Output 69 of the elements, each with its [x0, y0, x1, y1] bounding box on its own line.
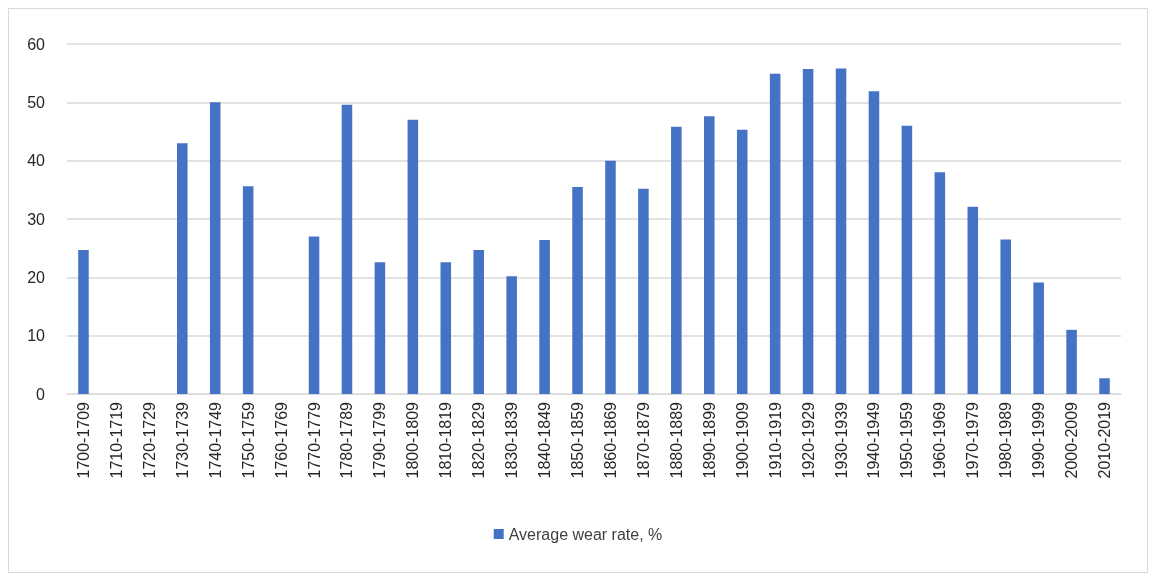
x-tick-label: 1740-1749	[206, 401, 224, 479]
bar	[1000, 239, 1011, 394]
bar	[671, 126, 682, 394]
bar	[769, 73, 781, 394]
legend-label: Average wear rate, %	[508, 525, 663, 543]
bar	[835, 68, 847, 394]
bar	[473, 249, 484, 394]
bar	[539, 240, 550, 394]
bar	[177, 143, 188, 394]
x-tick-label: 1700-1709	[74, 401, 92, 479]
x-tick-label: 1820-1829	[470, 401, 488, 479]
x-tick-label: 1850-1859	[569, 401, 587, 479]
bar	[242, 186, 254, 394]
x-tick-label: 1800-1809	[404, 401, 422, 479]
x-tick-label: 1950-1959	[898, 401, 916, 479]
bar	[736, 129, 748, 394]
x-tick-label: 2000-2009	[1063, 401, 1081, 479]
bar	[440, 262, 452, 394]
y-tick-label: 50	[27, 93, 46, 111]
x-tick-label: 1730-1739	[173, 401, 191, 479]
x-tick-label: 1760-1769	[272, 401, 290, 479]
y-tick-label: 10	[27, 327, 46, 345]
x-tick-label: 1860-1869	[601, 401, 619, 479]
bar	[209, 102, 221, 394]
x-tick-label: 1910-1919	[766, 401, 784, 479]
x-tick-label: 1840-1849	[536, 401, 554, 479]
bar	[374, 262, 386, 394]
bar	[1033, 282, 1044, 394]
y-tick-label: 40	[27, 152, 46, 170]
bar	[638, 188, 649, 394]
x-tick-label: 1720-1729	[140, 401, 158, 479]
y-tick-label: 30	[27, 210, 46, 228]
x-tick-label: 1920-1929	[799, 401, 817, 479]
x-tick-label: 1880-1889	[667, 401, 685, 479]
x-tick-label: 1940-1949	[865, 401, 883, 479]
x-tick-label: 1930-1939	[832, 401, 850, 479]
x-tick-label: 1710-1719	[107, 401, 125, 479]
x-tick-label: 1960-1969	[931, 401, 949, 479]
y-tick-label: 60	[27, 35, 46, 53]
bar	[605, 160, 616, 394]
bar	[1099, 378, 1110, 394]
bar	[506, 276, 517, 394]
bar	[78, 249, 89, 394]
x-tick-label: 2010-2019	[1096, 401, 1114, 479]
x-tick-label: 1970-1979	[964, 401, 982, 479]
bar	[967, 206, 979, 394]
bar	[341, 104, 353, 394]
bar	[704, 116, 715, 394]
bar	[868, 91, 880, 394]
y-tick-label: 20	[27, 268, 46, 286]
x-tick-label: 1790-1799	[371, 401, 389, 479]
x-tick-label: 1770-1779	[305, 401, 323, 479]
x-tick-label: 1900-1909	[733, 401, 751, 479]
x-tick-label: 1750-1759	[239, 401, 257, 479]
bar	[802, 69, 814, 394]
x-tick-label: 1810-1819	[437, 401, 455, 479]
x-tick-label: 1990-1999	[1030, 401, 1048, 479]
bar	[572, 186, 583, 394]
x-tick-label: 1780-1789	[338, 401, 356, 479]
x-tick-label: 1870-1879	[634, 401, 652, 479]
bar	[407, 119, 419, 394]
x-tick-label: 1830-1839	[503, 401, 521, 479]
bar	[901, 125, 913, 394]
bar	[308, 236, 320, 394]
bar	[1066, 329, 1077, 394]
x-tick-label: 1890-1899	[700, 401, 718, 479]
x-tick-label: 1980-1989	[997, 401, 1015, 479]
y-tick-label: 0	[36, 385, 46, 403]
bar	[934, 172, 946, 394]
